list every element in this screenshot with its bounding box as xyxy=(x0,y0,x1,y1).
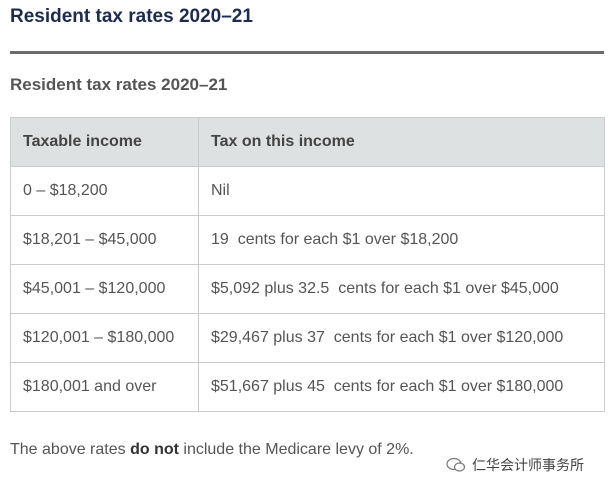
table-row: $180,001 and over $51,667 plus 45 cents f… xyxy=(10,362,605,412)
table-cell: $45,001 – $120,000 xyxy=(10,264,199,314)
table-cell: Nil xyxy=(198,166,605,216)
note-emphasis: do not xyxy=(130,441,179,458)
table-cell: 0 – $18,200 xyxy=(10,166,199,216)
table-row: $18,201 – $45,000 19 cents for each $1 ov… xyxy=(10,215,605,265)
table-cell: $5,092 plus 32.5 cents for each $1 over … xyxy=(198,264,605,314)
page-title: Resident tax rates 2020–21 xyxy=(10,6,253,27)
watermark-text: 仁华会计师事务所 xyxy=(472,457,584,473)
column-header: Taxable income xyxy=(10,117,199,167)
table-row: $120,001 – $180,000 $29,467 plus 37 cents… xyxy=(10,313,605,363)
table-title: Resident tax rates 2020–21 xyxy=(10,75,228,94)
watermark: 仁华会计师事务所 xyxy=(446,455,584,475)
wechat-icon xyxy=(446,457,466,472)
divider xyxy=(10,51,604,54)
header-row: Taxable income Tax on this income xyxy=(10,117,605,167)
table-cell: $29,467 plus 37 cents for each $1 over $… xyxy=(198,313,605,363)
table-row: $45,001 – $120,000 $5,092 plus 32.5 cents… xyxy=(10,264,605,314)
table-body: 0 – $18,200 Nil $18,201 – $45,000 19 cents … xyxy=(10,166,605,412)
tax-table: Taxable income Tax on this income 0 – $1… xyxy=(10,117,605,412)
table-cell: $51,667 plus 45 cents for each $1 over $… xyxy=(198,362,605,412)
table-cell: $180,001 and over xyxy=(10,362,199,412)
table-cell: $18,201 – $45,000 xyxy=(10,215,199,265)
table-cell: $120,001 – $180,000 xyxy=(10,313,199,363)
column-header: Tax on this income xyxy=(198,117,605,167)
note: The above rates do not include the Medic… xyxy=(10,441,414,459)
table-row: 0 – $18,200 Nil xyxy=(10,166,605,216)
note-text: include the Medicare levy of 2%. xyxy=(178,441,414,458)
table-cell: 19 cents for each $1 over $18,200 xyxy=(198,215,605,265)
note-text: The above rates xyxy=(10,441,131,458)
